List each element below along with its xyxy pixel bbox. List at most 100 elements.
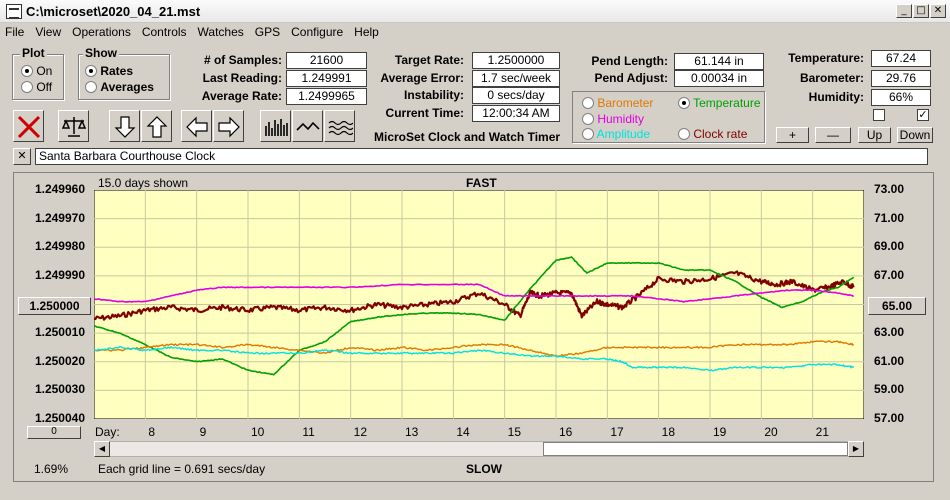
plot-frame xyxy=(13,172,934,482)
menu-configure[interactable]: Configure xyxy=(291,25,344,39)
arrow-left-button[interactable] xyxy=(181,110,212,142)
series-barometer xyxy=(94,340,855,358)
x-tick-label: 19 xyxy=(713,425,727,439)
x-tick-label: 9 xyxy=(199,425,207,439)
zoom-slider-value: 0 xyxy=(51,426,57,437)
plot-group-label: Plot xyxy=(20,46,47,60)
clock-rate-option-label: Clock rate xyxy=(693,127,748,141)
clock-name-field[interactable]: Santa Barbara Courthouse Clock xyxy=(35,148,928,165)
env-checkbox-1[interactable] xyxy=(873,109,885,121)
radio-off-indicator xyxy=(21,81,33,93)
temperature-label: Temperature: xyxy=(788,51,864,65)
pend-adjust-value: 0.00034 in xyxy=(674,70,764,87)
x-axis-title: Day: xyxy=(95,425,120,439)
amplitude-radio[interactable]: Amplitude xyxy=(582,127,650,141)
app-caption: MicroSet Clock and Watch Timer xyxy=(374,130,561,144)
menu-operations[interactable]: Operations xyxy=(72,25,131,39)
y-left-tick-label: 1.250040 xyxy=(34,411,85,425)
decrease-button[interactable]: — xyxy=(815,127,851,143)
minimize-button[interactable]: _ xyxy=(896,4,912,18)
current-time-label: Current Time: xyxy=(385,106,464,120)
arrow-right-button[interactable] xyxy=(213,110,244,142)
y-right-tick-label: 59.00 xyxy=(874,382,905,397)
chart-series xyxy=(94,256,855,376)
close-window-button[interactable]: ✕ xyxy=(930,4,946,18)
radio-amplitude-indicator xyxy=(582,128,594,140)
plot-off-radio[interactable]: Off xyxy=(21,80,52,94)
arrow-up-button[interactable] xyxy=(141,110,172,142)
y-left-tick-label: 1.249960 xyxy=(34,182,85,196)
scroll-left-icon: ◀ xyxy=(98,444,106,453)
clock-rate-radio[interactable]: Clock rate xyxy=(678,127,747,141)
y-left-tick-label: 1.249970 xyxy=(34,210,85,225)
clear-button[interactable] xyxy=(13,110,44,142)
menu-file[interactable]: File xyxy=(5,25,25,39)
menu-watches[interactable]: Watches xyxy=(197,25,244,39)
amplitude-option-label: Amplitude xyxy=(596,127,651,141)
barometer-label: Barometer: xyxy=(799,71,864,85)
show-averages-radio[interactable]: Averages xyxy=(85,80,154,94)
menu-controls[interactable]: Controls xyxy=(141,25,187,39)
plot-on-label: On xyxy=(36,64,53,78)
x-tick-label: 16 xyxy=(559,425,573,439)
avg-rate-label: Average Rate: xyxy=(201,89,282,103)
arrow-down-button[interactable] xyxy=(109,110,140,142)
maximize-button[interactable]: □ xyxy=(913,4,929,18)
show-rates-radio[interactable]: Rates xyxy=(85,64,133,78)
env-checkbox-2[interactable]: ✓ xyxy=(917,109,929,121)
plot-off-label: Off xyxy=(36,80,53,94)
down-button[interactable]: Down xyxy=(897,127,933,143)
x-tick-label: 20 xyxy=(764,425,778,439)
temperature-radio[interactable]: Temperature xyxy=(678,96,761,110)
barometer-option-label: Barometer xyxy=(597,96,654,110)
scroll-left-button[interactable]: ◀ xyxy=(94,441,110,457)
plot-on-radio[interactable]: On xyxy=(21,64,52,78)
y-left-tick-label: 1.250010 xyxy=(34,325,85,340)
x-tick-label: 12 xyxy=(353,425,368,439)
center-temp-button[interactable]: 65.00 xyxy=(868,297,926,315)
last-reading-value: 1.249991 xyxy=(286,70,367,87)
noise-chart-button[interactable] xyxy=(324,110,355,142)
instability-value: 0 secs/day xyxy=(472,87,560,104)
scroll-right-button[interactable]: ▶ xyxy=(848,441,864,457)
center-rate-button[interactable]: 1.250000 xyxy=(18,297,91,315)
menu-help[interactable]: Help xyxy=(354,25,379,39)
zoom-slider[interactable]: 0 xyxy=(27,426,81,439)
temperature-option-label: Temperature xyxy=(693,96,761,110)
x-tick-label: 21 xyxy=(815,425,830,439)
balance-button[interactable] xyxy=(58,110,89,142)
series-humidity xyxy=(94,283,854,303)
x-tick-label: 14 xyxy=(456,425,470,439)
humidity-radio[interactable]: Humidity xyxy=(582,112,644,126)
barometer-radio[interactable]: Barometer xyxy=(582,96,653,110)
radio-humidity-indicator xyxy=(582,113,594,125)
line-chart-button[interactable] xyxy=(292,110,323,142)
bar-chart-button[interactable] xyxy=(260,110,291,142)
close-clock-button[interactable]: ✕ xyxy=(13,148,31,165)
y-right-tick-label: 69.00 xyxy=(874,239,905,254)
menu-bar: File View Operations Controls Watches GPS Conf… xyxy=(0,23,950,42)
chart-plot-area xyxy=(94,190,864,419)
show-averages-label: Averages xyxy=(100,80,154,94)
show-group-label: Show xyxy=(83,46,119,60)
sensor-options-group xyxy=(572,91,765,143)
increase-button[interactable]: + xyxy=(776,127,809,143)
menu-view[interactable]: View xyxy=(35,25,62,39)
y-right-tick-label: 61.00 xyxy=(874,353,905,368)
samples-label: # of Samples: xyxy=(203,53,282,67)
days-shown-label: 15.0 days shown xyxy=(98,176,189,190)
pend-length-label: Pend Length: xyxy=(591,54,668,68)
up-button[interactable]: Up xyxy=(858,127,891,143)
app-icon[interactable] xyxy=(6,4,22,19)
scroll-thumb[interactable] xyxy=(543,442,848,456)
y-left-tick-label: 1.250020 xyxy=(34,353,85,368)
arrow-right-icon xyxy=(218,116,240,138)
slow-label: SLOW xyxy=(466,462,502,476)
radio-barometer-indicator xyxy=(582,97,594,109)
y-left-tick-label: 1.249990 xyxy=(34,267,85,282)
target-rate-value: 1.2500000 xyxy=(472,52,560,69)
y-left-tick-label: 1.250030 xyxy=(34,382,85,397)
menu-gps[interactable]: GPS xyxy=(254,25,281,39)
window-title: C:\microset\2020_04_21.mst xyxy=(26,4,201,19)
x-tick-label: 15 xyxy=(507,425,522,439)
